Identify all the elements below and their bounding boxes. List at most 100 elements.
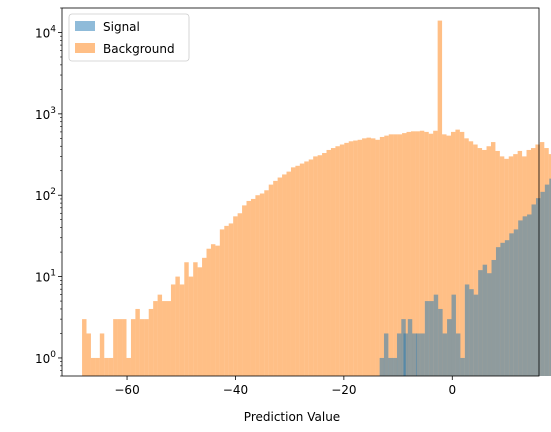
- signal-bar: [396, 333, 402, 376]
- background-bar: [442, 134, 447, 376]
- background-bar: [286, 171, 291, 376]
- signal-bar: [420, 333, 425, 376]
- signal-bar: [424, 301, 430, 376]
- background-bar: [126, 357, 131, 376]
- background-bar: [450, 131, 456, 376]
- background-bar: [322, 153, 327, 376]
- background-bar: [482, 149, 487, 376]
- background-bar: [255, 195, 260, 376]
- background-bar: [179, 284, 185, 376]
- background-bar: [210, 244, 216, 376]
- background-bar: [326, 149, 331, 376]
- background-bar: [113, 319, 118, 376]
- x-axis-label: Prediction Value: [244, 410, 340, 424]
- background-bar: [455, 129, 460, 376]
- signal-bar: [388, 357, 393, 376]
- background-bar: [366, 137, 371, 376]
- signal-bar: [379, 357, 385, 376]
- background-bar: [473, 144, 478, 376]
- background-bar: [122, 319, 127, 376]
- plot-frame: [61, 7, 540, 377]
- signal-bar: [438, 308, 443, 376]
- signal-bar: [504, 240, 510, 376]
- signal-bar: [478, 270, 483, 376]
- signal-bar: [415, 333, 421, 376]
- background-bar: [379, 136, 385, 376]
- background-bar: [233, 216, 238, 376]
- background-bar: [242, 205, 247, 376]
- background-bar: [490, 142, 496, 376]
- background-bar: [277, 177, 283, 376]
- signal-bar: [407, 319, 413, 376]
- background-bar: [104, 357, 109, 376]
- background-bar: [464, 138, 469, 376]
- background-bar: [415, 131, 420, 376]
- y-tick-label: 103: [35, 106, 56, 122]
- x-tick-label: −40: [223, 383, 248, 397]
- background-bar: [130, 319, 136, 376]
- background-bar: [477, 148, 483, 376]
- background-bar: [108, 357, 114, 376]
- background-bar: [353, 140, 358, 376]
- signal-bar: [509, 233, 514, 376]
- background-bar: [153, 301, 158, 376]
- background-bar: [375, 139, 380, 376]
- background-bar: [202, 257, 207, 376]
- background-bar: [188, 276, 194, 376]
- signal-bar: [451, 294, 456, 376]
- background-bar: [224, 225, 229, 376]
- background-bar: [148, 308, 154, 376]
- background-bar: [193, 262, 198, 376]
- x-tick-label: −60: [114, 383, 139, 397]
- background-bar: [259, 193, 265, 376]
- background-bar: [139, 319, 145, 376]
- background-bar: [95, 357, 100, 376]
- background-bar: [433, 130, 438, 376]
- x-axis-ticks: −60 −40 −20 0: [114, 376, 456, 397]
- background-bar: [468, 141, 474, 376]
- background-bar: [335, 146, 340, 376]
- x-tick-label: 0: [448, 383, 456, 397]
- background-bar: [82, 319, 87, 376]
- background-bar: [357, 139, 363, 376]
- background-bar: [402, 133, 407, 376]
- background-bar: [370, 138, 376, 376]
- signal-bar: [549, 178, 551, 376]
- background-bar: [393, 134, 398, 376]
- background-bar: [282, 174, 287, 376]
- background-bar: [308, 159, 314, 376]
- signal-bar: [433, 294, 439, 376]
- signal-bar: [495, 247, 501, 376]
- background-bar: [330, 148, 336, 376]
- signal-bar: [500, 242, 505, 376]
- signal-bar: [429, 301, 434, 376]
- background-bar: [406, 131, 411, 376]
- background-bar: [388, 134, 394, 376]
- background-bar: [90, 357, 96, 376]
- background-bar: [117, 319, 123, 376]
- x-tick-label: −20: [331, 383, 356, 397]
- background-histogram: [82, 20, 551, 376]
- background-bar: [348, 141, 354, 376]
- background-bar: [397, 134, 403, 376]
- signal-bar: [531, 204, 536, 376]
- y-tick-label: 101: [35, 269, 56, 285]
- background-bar: [237, 213, 243, 376]
- background-bar: [486, 146, 491, 376]
- legend-label-signal: Signal: [103, 20, 140, 34]
- background-bar: [144, 319, 149, 376]
- background-bar: [428, 133, 434, 376]
- signal-bar: [544, 184, 550, 376]
- y-tick-label: 104: [35, 24, 56, 40]
- signal-bar: [535, 198, 541, 376]
- background-bar: [264, 190, 269, 376]
- signal-bar: [487, 273, 492, 376]
- background-bar: [424, 131, 429, 376]
- background-bar: [437, 20, 443, 376]
- background-bar: [135, 308, 140, 376]
- background-bar: [99, 333, 105, 376]
- background-bar: [219, 229, 225, 376]
- signal-bar: [491, 259, 496, 376]
- background-bar: [206, 248, 211, 376]
